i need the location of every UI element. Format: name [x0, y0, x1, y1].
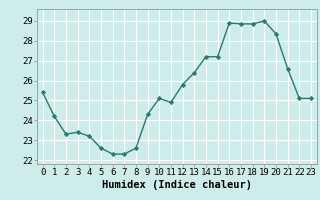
X-axis label: Humidex (Indice chaleur): Humidex (Indice chaleur) — [102, 180, 252, 190]
